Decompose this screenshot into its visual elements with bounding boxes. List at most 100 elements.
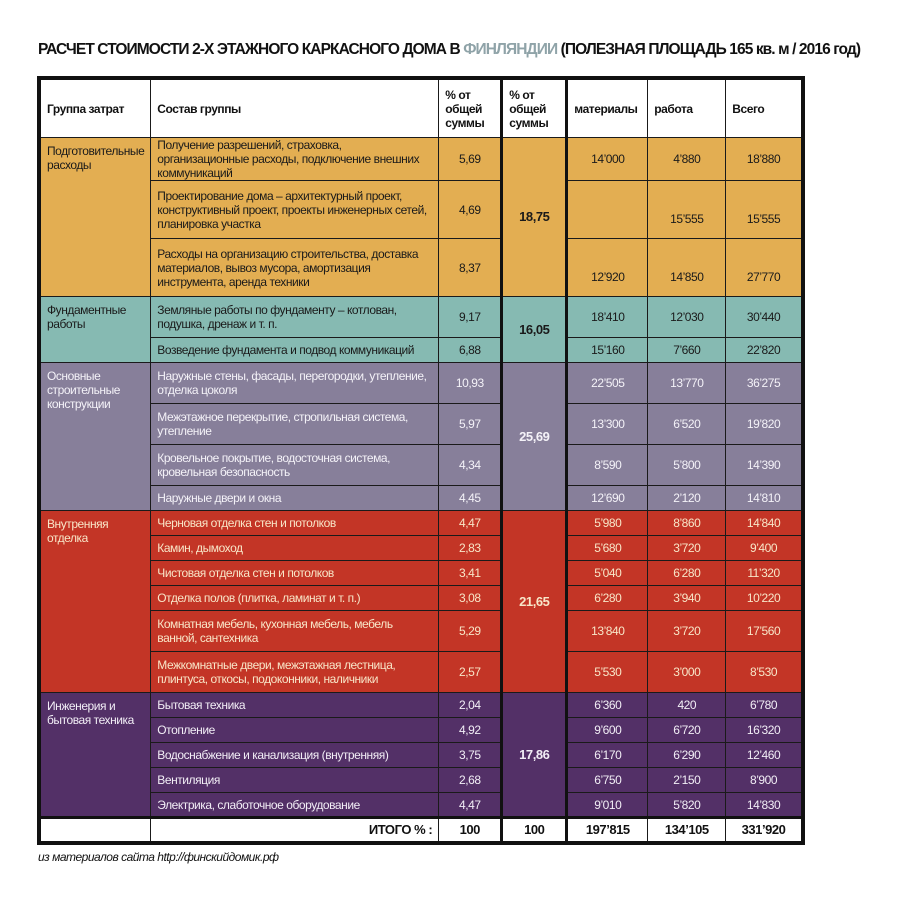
header-group: Группа затрат xyxy=(38,77,152,138)
item-work: 6’720 xyxy=(647,717,727,743)
item-materials: 5’980 xyxy=(566,510,649,536)
item-total: 22’820 xyxy=(725,337,804,363)
table-row: Водоснабжение и канализация (внутренняя)… xyxy=(39,742,804,768)
total-row: ИТОГО % :100 100 197’815 134’105 331’920 xyxy=(38,816,804,844)
header-items: Состав группы xyxy=(150,77,440,138)
item-materials: 9’600 xyxy=(566,717,649,743)
table-row: Камин, дымоход 2,83 5’680 3’720 9’400 xyxy=(39,535,804,561)
total-sum: 331’920 xyxy=(725,816,804,844)
table-row: Наружные двери и окна 4,45 12’690 2’120 14’8… xyxy=(39,485,804,511)
item-work: 6’290 xyxy=(647,742,727,768)
total-group-pct: 100 xyxy=(500,816,569,844)
item-work: 15’555 xyxy=(647,180,727,239)
item-name: Электрика, слаботочное оборудование xyxy=(150,792,440,818)
item-work: 2’150 xyxy=(647,767,727,793)
item-name: Отделка полов (плитка, ламинат и т. п.) xyxy=(150,585,440,611)
item-name: Водоснабжение и канализация (внутренняя) xyxy=(150,742,440,768)
table-row: Вентиляция 2,68 6’750 2’150 8’900 xyxy=(39,767,804,793)
group-pct: 17,86 xyxy=(500,692,569,818)
item-work: 8’860 xyxy=(647,510,727,536)
item-name: Расходы на организацию строительства, до… xyxy=(150,238,440,297)
table-row: Электрика, слаботочное оборудование 4,47 9… xyxy=(39,792,804,818)
item-name: Черновая отделка стен и потолков xyxy=(150,510,440,536)
table-row: Комнатная мебель, кухонная мебель, мебел… xyxy=(39,610,804,652)
item-name: Получение разрешений, страховка, организ… xyxy=(150,137,440,181)
item-work: 5’820 xyxy=(647,792,727,818)
group-pct: 16,05 xyxy=(500,296,569,363)
total-pct: 100 xyxy=(438,816,503,844)
item-pct: 9,17 xyxy=(438,296,503,338)
item-total: 36’275 xyxy=(725,362,804,404)
item-total: 18’880 xyxy=(725,137,804,181)
item-materials: 5’680 xyxy=(566,535,649,561)
table-row: Проектирование дома – архитектурный прое… xyxy=(39,180,804,239)
group-name: Инженерия и бытовая техника xyxy=(38,692,152,818)
group-name: Фундаментные работы xyxy=(38,296,152,363)
item-name: Межэтажное перекрытие, стропильная систе… xyxy=(150,403,440,445)
cost-table: Группа затрат Состав группы % от общей с… xyxy=(37,76,805,845)
item-materials: 14’000 xyxy=(566,137,649,181)
item-pct: 5,69 xyxy=(438,137,503,181)
item-pct: 4,34 xyxy=(438,444,503,486)
item-pct: 4,45 xyxy=(438,485,503,511)
item-work: 12’030 xyxy=(647,296,727,338)
item-total: 14’810 xyxy=(725,485,804,511)
item-total: 9’400 xyxy=(725,535,804,561)
item-materials: 13’300 xyxy=(566,403,649,445)
item-materials: 6’360 xyxy=(566,692,649,718)
item-materials: 6’750 xyxy=(566,767,649,793)
item-name: Чистовая отделка стен и потолков xyxy=(150,560,440,586)
item-work: 13’770 xyxy=(647,362,727,404)
item-name: Проектирование дома – архитектурный прое… xyxy=(150,180,440,239)
table-row: Отделка полов (плитка, ламинат и т. п.) 3… xyxy=(39,585,804,611)
item-work: 5’800 xyxy=(647,444,727,486)
item-total: 15’555 xyxy=(725,180,804,239)
item-pct: 4,47 xyxy=(438,510,503,536)
item-pct: 3,08 xyxy=(438,585,503,611)
item-total: 30’440 xyxy=(725,296,804,338)
item-name: Наружные стены, фасады, перегородки, уте… xyxy=(150,362,440,404)
header-materials: материалы xyxy=(566,77,649,138)
item-work: 14’850 xyxy=(647,238,727,297)
table-row: Отопление 4,92 9’600 6’720 16’320 xyxy=(39,717,804,743)
item-total: 10’220 xyxy=(725,585,804,611)
item-work: 4’880 xyxy=(647,137,727,181)
item-pct: 8,37 xyxy=(438,238,503,297)
item-materials: 8’590 xyxy=(566,444,649,486)
header-group-pct: % от общей суммы xyxy=(500,77,569,138)
title-text-end: (ПОЛЕЗНАЯ ПЛОЩАДЬ 165 кв. м / 2016 год) xyxy=(557,41,861,58)
item-pct: 2,83 xyxy=(438,535,503,561)
item-total: 14’830 xyxy=(725,792,804,818)
header-work: работа xyxy=(647,77,727,138)
item-name: Бытовая техника xyxy=(150,692,440,718)
item-pct: 2,04 xyxy=(438,692,503,718)
item-name: Комнатная мебель, кухонная мебель, мебел… xyxy=(150,610,440,652)
item-total: 14’390 xyxy=(725,444,804,486)
item-name: Отопление xyxy=(150,717,440,743)
item-materials: 13’840 xyxy=(566,610,649,652)
item-pct: 10,93 xyxy=(438,362,503,404)
item-total: 16’320 xyxy=(725,717,804,743)
item-pct: 5,29 xyxy=(438,610,503,652)
item-total: 8’530 xyxy=(725,651,804,693)
item-work: 3’720 xyxy=(647,535,727,561)
item-materials: 9’010 xyxy=(566,792,649,818)
group-pct: 18,75 xyxy=(500,137,569,297)
table-row: Возведение фундамента и подвод коммуника… xyxy=(39,337,804,363)
item-name: Камин, дымоход xyxy=(150,535,440,561)
item-materials: 22’505 xyxy=(566,362,649,404)
item-name: Земляные работы по фундаменту – котлован… xyxy=(150,296,440,338)
item-total: 14’840 xyxy=(725,510,804,536)
table-row: Подготовительные расходы Получение разреш… xyxy=(38,137,804,297)
item-name: Возведение фундамента и подвод коммуника… xyxy=(150,337,440,363)
item-materials: 12’690 xyxy=(566,485,649,511)
group-name: Основные строительные конструкции xyxy=(38,362,152,511)
table-row: Расходы на организацию строительства, до… xyxy=(39,238,804,297)
item-materials: 6’170 xyxy=(566,742,649,768)
source-note: из материалов сайта http://финскийдомик.… xyxy=(38,850,279,864)
item-work: 3’000 xyxy=(647,651,727,693)
table-row: Инженерия и бытовая техника Бытовая техни… xyxy=(38,692,804,818)
item-total: 12’460 xyxy=(725,742,804,768)
item-work: 3’940 xyxy=(647,585,727,611)
table-row: Внутренняя отделка Черновая отделка стен … xyxy=(38,510,804,693)
